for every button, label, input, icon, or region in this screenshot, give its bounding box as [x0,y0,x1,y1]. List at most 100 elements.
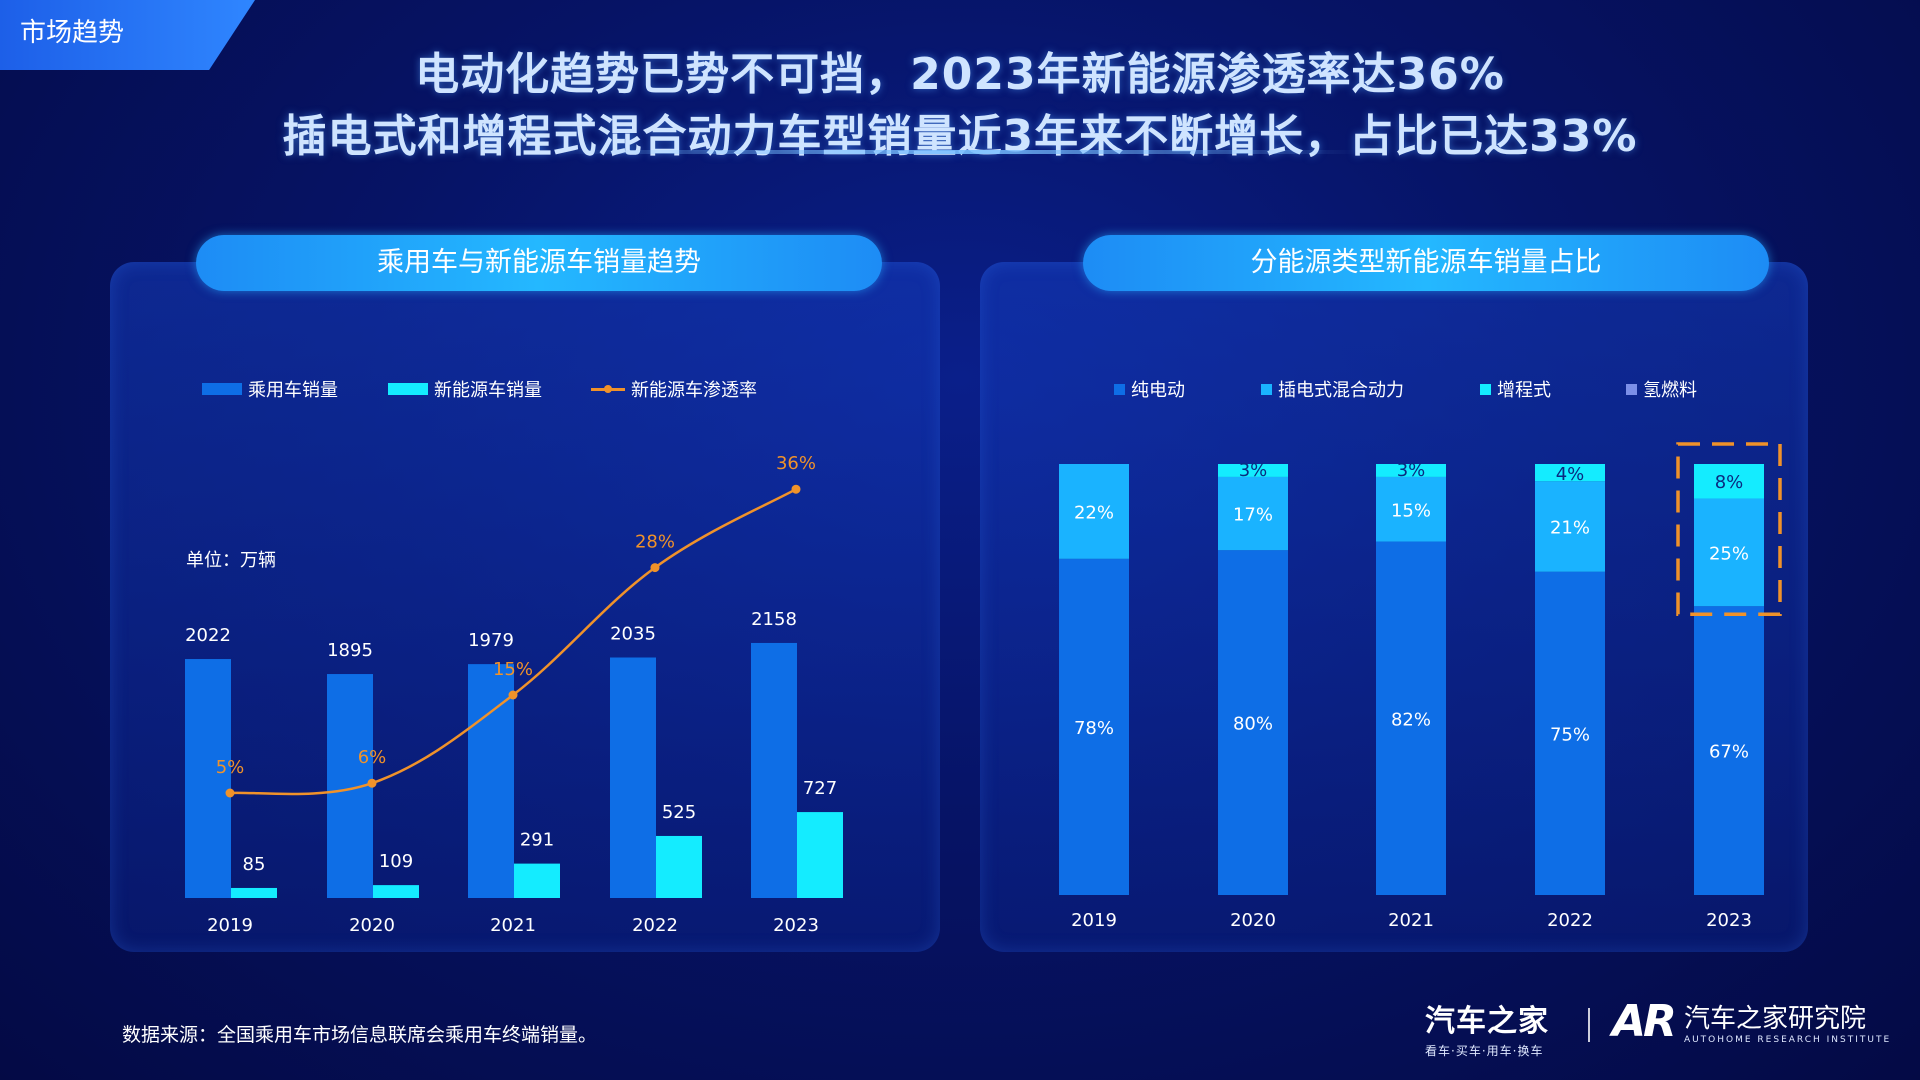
data-source-note: 数据来源：全国乘用车市场信息联席会乘用车终端销量。 [122,1024,598,1046]
left-chart-title: 乘用车与新能源车销量趋势 [196,235,882,291]
penetration-label-2023: 36% [776,453,816,474]
bar-bev-2022 [1535,571,1605,895]
ari-logo-subtitle: AUTOHOME RESEARCH INSTITUTE [1683,1035,1892,1045]
legend-label-penetration: 新能源车渗透率 [631,380,757,401]
penetration-point-2023 [791,484,801,494]
label-bev-2021: 82% [1391,709,1431,730]
label-phev-2022: 21% [1550,517,1590,538]
bar-phev-2020 [1218,476,1288,551]
bar-bev-2021 [1376,541,1446,895]
legend-bev: 纯电动 [1114,376,1185,402]
legend-nev: 新能源车销量 [388,376,542,402]
bar-phev-2021 [1376,476,1446,542]
legend-swatch-phev [1261,383,1272,395]
x-tick-2020: 2020 [1230,910,1276,931]
right-chart-title: 分能源类型新能源车销量占比 [1083,235,1769,291]
headline-line1: 电动化趋势已势不可挡，2023年新能源渗透率达36% [415,49,1505,100]
legend-swatch-fcev [1626,383,1637,395]
label-nev-2022: 525 [662,802,696,823]
bar-erev-2021 [1376,464,1446,477]
ari-logo: AR 汽车之家研究院 AUTOHOME RESEARCH INSTITUTE [1612,996,1891,1047]
bar-erev-2022 [1535,464,1605,482]
label-bev-2019: 78% [1074,718,1114,739]
x-tick-2021: 2021 [1388,910,1434,931]
ari-logo-mark: AR [1612,996,1677,1047]
label-erev-2022: 4% [1556,464,1585,485]
penetration-label-2019: 5% [216,757,245,778]
bar-nev-2022 [656,835,702,898]
bar-passenger-2023 [751,642,797,898]
autohome-logo-text: 汽车之家 [1425,1004,1549,1039]
legend-phev: 插电式混合动力 [1261,376,1404,402]
legend-penetration: 新能源车渗透率 [591,376,757,402]
bar-bev-2020 [1218,550,1288,895]
legend-label-passenger: 乘用车销量 [248,380,338,401]
autohome-logo: 汽车之家 看车·买车·用车·换车 [1425,996,1549,1059]
legend-swatch-passenger [202,383,242,395]
x-tick-2023: 2023 [773,915,819,936]
penetration-label-2020: 6% [358,747,387,768]
bar-phev-2022 [1535,481,1605,572]
label-phev-2023: 25% [1709,543,1749,564]
headline-underline [560,150,1360,154]
bar-passenger-2019 [185,659,231,898]
bar-phev-2023 [1694,498,1764,607]
label-passenger-2020: 1895 [327,640,373,661]
bar-erev-2020 [1218,464,1288,477]
section-tag: 市场趋势 [0,0,255,70]
label-nev-2019: 85 [243,854,266,875]
legend-label-fcev: 氢燃料 [1643,380,1697,401]
legend-passenger: 乘用车销量 [202,376,338,402]
bar-nev-2020 [373,885,419,898]
penetration-point-2022 [650,563,660,573]
bar-bev-2019 [1059,558,1129,895]
highlight-box-2023 [1676,442,1782,616]
label-bev-2023: 67% [1709,742,1749,763]
legend-label-bev: 纯电动 [1131,380,1185,401]
penetration-label-2021: 15% [493,659,533,680]
legend-swatch-erev [1480,383,1491,395]
bar-passenger-2021 [468,664,514,898]
bar-phev-2019 [1059,464,1129,559]
label-nev-2020: 109 [379,851,413,872]
penetration-label-2022: 28% [635,532,675,553]
x-tick-2022: 2022 [1547,910,1593,931]
legend-label-erev: 增程式 [1497,380,1551,401]
penetration-point-2021 [508,690,518,700]
legend-erev: 增程式 [1480,376,1551,402]
label-passenger-2022: 2035 [610,624,656,645]
label-erev-2023: 8% [1715,472,1744,493]
autohome-logo-slogan: 看车·买车·用车·换车 [1425,1044,1544,1058]
penetration-point-2020 [367,778,377,788]
label-erev-2020: 3% [1239,460,1268,481]
label-bev-2022: 75% [1550,724,1590,745]
x-tick-2019: 2019 [207,915,253,936]
label-phev-2019: 22% [1074,502,1114,523]
label-phev-2021: 15% [1391,500,1431,521]
logo-divider [1588,1008,1590,1042]
label-passenger-2019: 2022 [185,625,231,646]
label-passenger-2023: 2158 [751,609,797,630]
label-passenger-2021: 1979 [468,630,514,651]
bar-bev-2023 [1694,606,1764,895]
x-tick-2019: 2019 [1071,910,1117,931]
chart-unit-label: 单位：万辆 [186,550,276,571]
x-tick-2023: 2023 [1706,910,1752,931]
bar-erev-2023 [1694,464,1764,499]
x-tick-2020: 2020 [349,915,395,936]
label-bev-2020: 80% [1233,714,1273,735]
legend-fcev: 氢燃料 [1626,376,1697,402]
label-nev-2023: 727 [803,778,837,799]
legend-label-nev: 新能源车销量 [434,380,542,401]
legend-label-phev: 插电式混合动力 [1278,380,1404,401]
label-phev-2020: 17% [1233,505,1273,526]
bar-nev-2019 [231,887,277,898]
ari-logo-name: 汽车之家研究院 [1683,1004,1866,1034]
bar-nev-2021 [514,863,560,898]
label-nev-2021: 291 [520,830,554,851]
legend-swatch-nev [388,383,428,395]
legend-swatch-bev [1114,383,1125,395]
x-tick-2021: 2021 [490,915,536,936]
